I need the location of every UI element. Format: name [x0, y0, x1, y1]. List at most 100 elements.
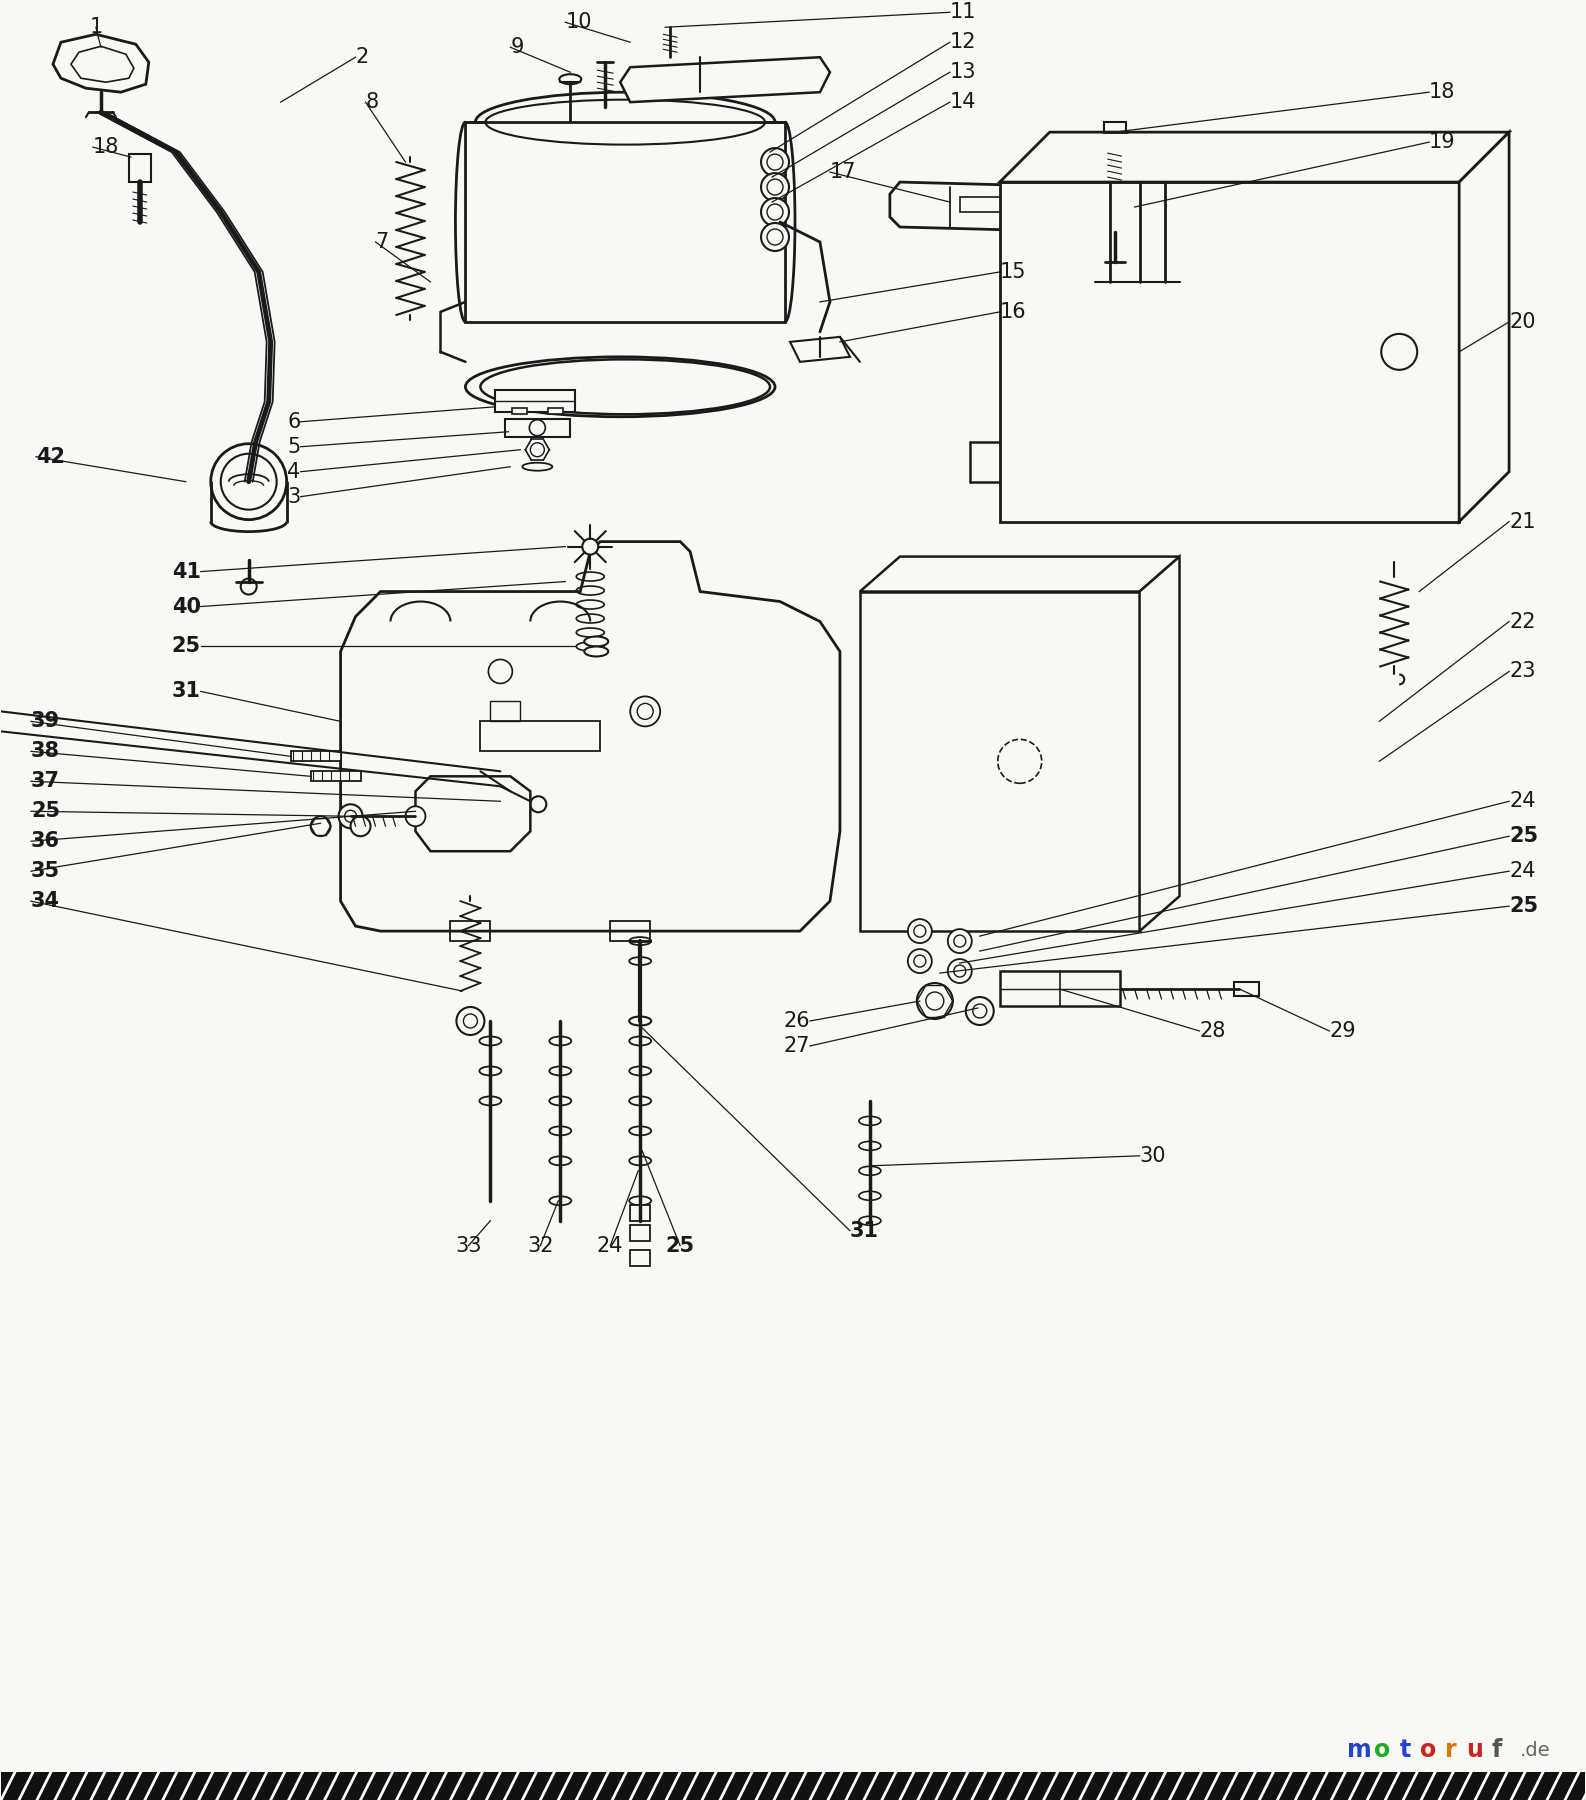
Ellipse shape: [630, 1096, 652, 1105]
Ellipse shape: [479, 1037, 501, 1046]
Text: 21: 21: [1510, 511, 1535, 531]
Bar: [311, 772, 360, 781]
Text: 27: 27: [783, 1037, 810, 1057]
Text: m: m: [1347, 1739, 1372, 1762]
Polygon shape: [620, 58, 829, 103]
Bar: [960, 196, 1059, 212]
Polygon shape: [999, 131, 1510, 182]
Circle shape: [917, 983, 953, 1019]
Ellipse shape: [630, 1197, 652, 1206]
Text: 20: 20: [1510, 311, 1535, 331]
Circle shape: [768, 178, 783, 194]
Ellipse shape: [549, 1096, 571, 1105]
Ellipse shape: [584, 646, 609, 657]
Circle shape: [338, 805, 363, 828]
Text: 32: 32: [527, 1237, 554, 1256]
Bar: [490, 702, 520, 722]
Circle shape: [220, 454, 276, 509]
Text: 12: 12: [950, 32, 977, 52]
Text: 6: 6: [287, 412, 301, 432]
Circle shape: [457, 1006, 484, 1035]
Circle shape: [406, 806, 425, 826]
Text: 33: 33: [455, 1237, 482, 1256]
Ellipse shape: [860, 1166, 880, 1175]
Text: 24: 24: [1510, 860, 1535, 882]
Polygon shape: [890, 182, 1099, 232]
Ellipse shape: [630, 1156, 652, 1165]
Bar: [290, 751, 341, 761]
Text: 18: 18: [94, 137, 119, 157]
Ellipse shape: [860, 1116, 880, 1125]
Text: 11: 11: [950, 2, 977, 22]
Ellipse shape: [860, 1192, 880, 1201]
Ellipse shape: [522, 463, 552, 472]
Text: .de: .de: [1519, 1741, 1551, 1760]
Text: 25: 25: [1510, 826, 1538, 846]
Text: 4: 4: [287, 461, 301, 482]
Circle shape: [582, 538, 598, 554]
Text: 25: 25: [171, 637, 201, 657]
Circle shape: [948, 929, 972, 952]
Text: f: f: [1492, 1739, 1502, 1762]
Circle shape: [768, 229, 783, 245]
Circle shape: [1381, 333, 1418, 369]
Circle shape: [351, 815, 371, 837]
Polygon shape: [52, 34, 149, 92]
Text: 25: 25: [1510, 896, 1538, 916]
Circle shape: [488, 659, 512, 684]
Bar: [1104, 122, 1126, 131]
Text: 35: 35: [32, 860, 60, 882]
Circle shape: [463, 1013, 477, 1028]
Ellipse shape: [560, 74, 582, 85]
Circle shape: [761, 148, 788, 176]
Text: 36: 36: [32, 832, 60, 851]
Text: 16: 16: [999, 302, 1026, 322]
Text: 29: 29: [1329, 1021, 1356, 1040]
Text: 7: 7: [376, 232, 389, 252]
Circle shape: [530, 419, 546, 436]
Bar: [630, 1204, 650, 1220]
Bar: [549, 409, 563, 414]
Ellipse shape: [860, 1217, 880, 1226]
Circle shape: [998, 740, 1042, 783]
Bar: [630, 1249, 650, 1265]
Text: o: o: [1419, 1739, 1437, 1762]
Text: 24: 24: [596, 1237, 623, 1256]
Text: 28: 28: [1199, 1021, 1226, 1040]
Text: 25: 25: [666, 1237, 695, 1256]
Bar: [1234, 983, 1259, 995]
Text: 24: 24: [1510, 792, 1535, 812]
Text: 37: 37: [32, 772, 60, 792]
Bar: [2, 1771, 1584, 1800]
Circle shape: [953, 936, 966, 947]
Text: 18: 18: [1429, 83, 1456, 103]
Circle shape: [914, 956, 926, 967]
Circle shape: [907, 920, 933, 943]
Ellipse shape: [860, 1141, 880, 1150]
Circle shape: [761, 223, 788, 250]
Ellipse shape: [479, 1096, 501, 1105]
Text: 2: 2: [355, 47, 370, 67]
Circle shape: [768, 203, 783, 220]
Polygon shape: [341, 542, 841, 931]
Text: 1: 1: [89, 18, 103, 38]
Text: t: t: [1399, 1739, 1412, 1762]
Text: 23: 23: [1510, 661, 1535, 682]
Text: r: r: [1445, 1739, 1458, 1762]
Polygon shape: [860, 592, 1140, 931]
Bar: [630, 1224, 650, 1240]
Text: 31: 31: [171, 682, 201, 702]
Text: 9: 9: [511, 38, 523, 58]
Ellipse shape: [630, 1066, 652, 1075]
Circle shape: [530, 443, 544, 457]
Text: o: o: [1373, 1739, 1391, 1762]
Circle shape: [953, 965, 966, 977]
Circle shape: [211, 445, 287, 520]
Text: 22: 22: [1510, 612, 1535, 632]
Circle shape: [761, 173, 788, 202]
Ellipse shape: [479, 1066, 501, 1075]
Text: 42: 42: [36, 446, 65, 466]
Bar: [506, 419, 571, 437]
Text: u: u: [1465, 1739, 1483, 1762]
Ellipse shape: [549, 1127, 571, 1136]
